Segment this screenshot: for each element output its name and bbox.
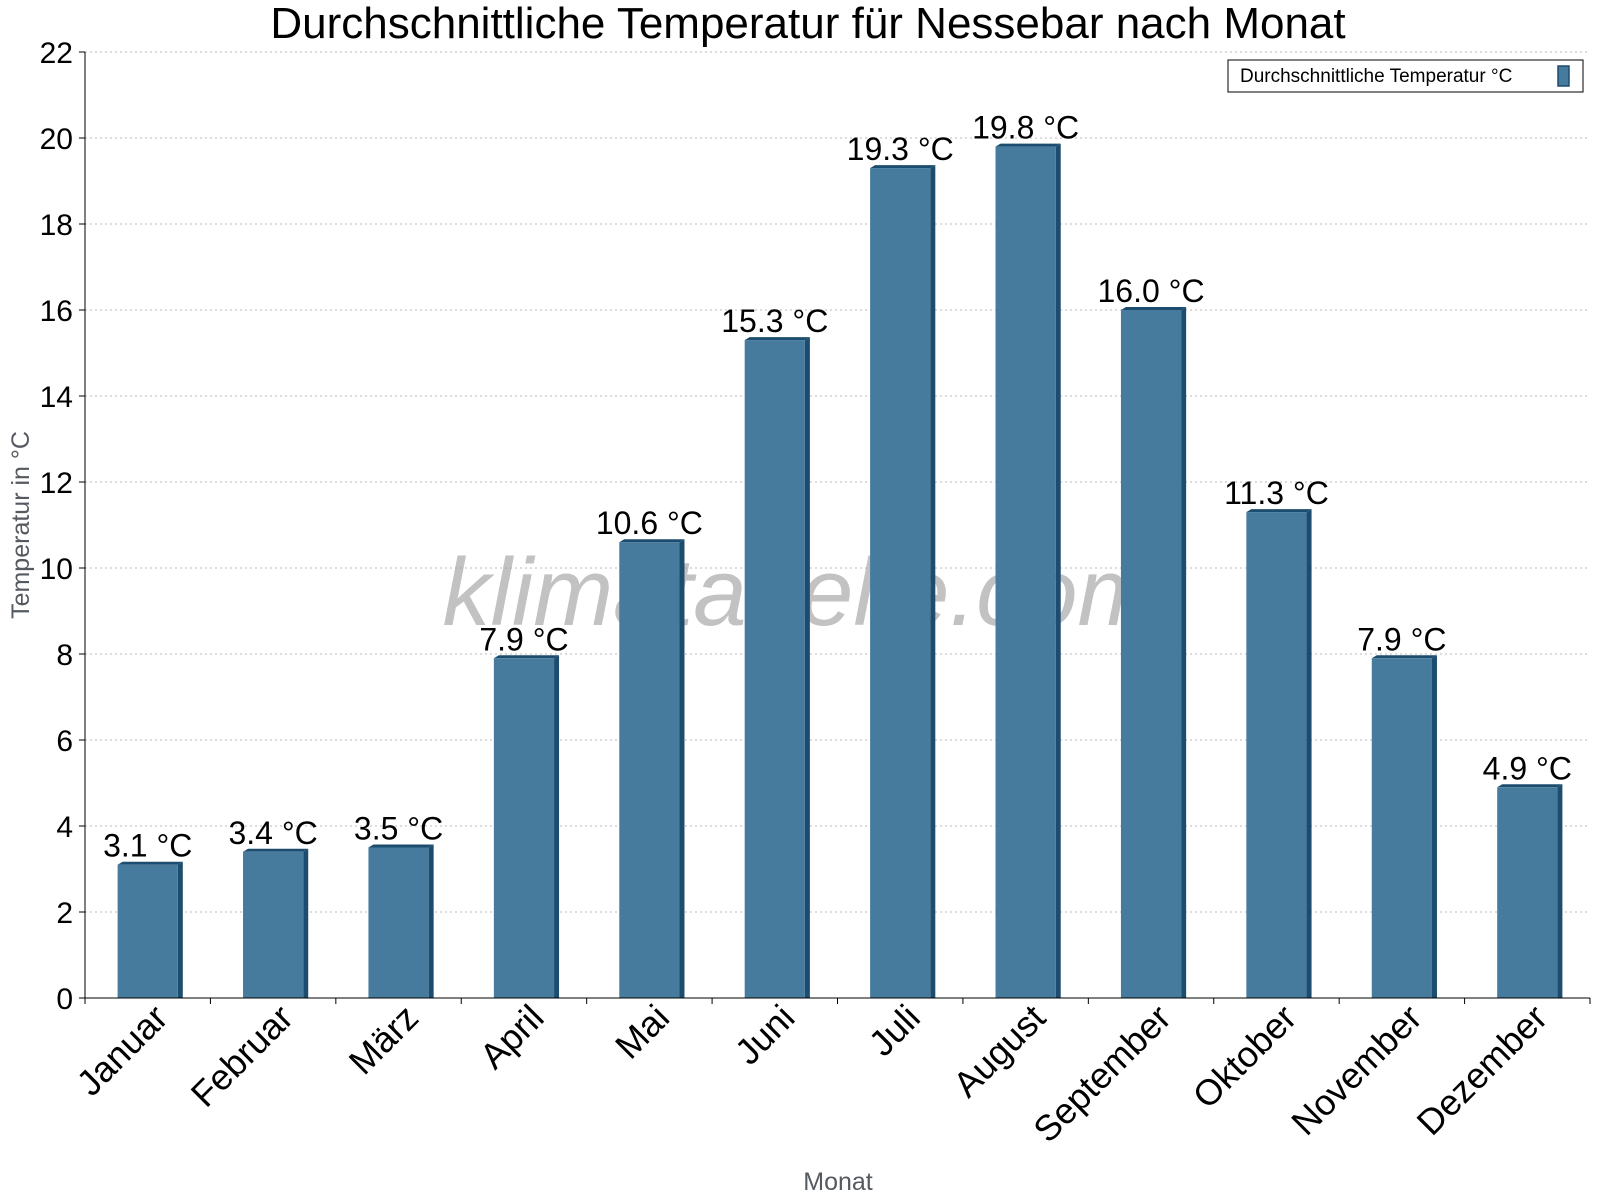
- data-label: 3.1 °C: [103, 828, 192, 864]
- bar-august: [995, 143, 1061, 999]
- y-tick-label: 0: [56, 983, 73, 1016]
- bar-side: [1181, 307, 1187, 998]
- y-tick-label: 8: [56, 639, 73, 672]
- bar-face: [619, 542, 680, 998]
- bar-side: [1306, 509, 1312, 998]
- x-tick-label: Juni: [727, 997, 803, 1073]
- bar-face: [117, 864, 178, 998]
- bar-juni: [744, 337, 810, 999]
- bar-dezember: [1497, 784, 1563, 998]
- bar-top: [243, 848, 309, 852]
- bar-face: [1246, 512, 1307, 998]
- data-label: 19.3 °C: [847, 131, 954, 167]
- bar-side: [1055, 143, 1061, 999]
- bar-face: [870, 168, 931, 999]
- x-tick-label: Januar: [69, 997, 176, 1104]
- bar-top: [995, 143, 1061, 147]
- y-tick-label: 14: [40, 381, 73, 414]
- bar-top: [1497, 784, 1563, 788]
- bar-face: [995, 146, 1056, 999]
- data-label: 11.3 °C: [1224, 475, 1329, 511]
- gridlines: [85, 51, 1590, 913]
- bar-november: [1371, 655, 1437, 998]
- data-label: 7.9 °C: [479, 621, 568, 657]
- legend-swatch: [1557, 65, 1570, 87]
- y-tick-label: 18: [40, 209, 73, 242]
- bar-side: [303, 848, 309, 998]
- x-tick-label: September: [1025, 997, 1179, 1151]
- bar-face: [1371, 658, 1432, 998]
- x-tick-label: April: [472, 997, 552, 1077]
- legend-box: [1227, 59, 1584, 93]
- bar-oktober: [1246, 509, 1312, 998]
- y-axis-ticks: 0 2 4 6 8 10 12 14 16 18 20 22: [40, 37, 85, 1016]
- chart-title: Durchschnittliche Temperatur für Nesseba…: [270, 0, 1345, 48]
- bar-märz: [368, 844, 434, 998]
- bar-side: [428, 844, 434, 998]
- data-labels: 3.1 °C 3.4 °C 3.5 °C 7.9 °C 10.6 °C 15.3 °C 19…: [103, 110, 1572, 864]
- bar-februar: [243, 848, 309, 998]
- y-tick-label: 12: [40, 467, 73, 500]
- bar-side: [804, 337, 810, 999]
- bar-top: [493, 655, 560, 659]
- bar-top: [744, 337, 810, 341]
- x-axis-title: Monat: [803, 1168, 873, 1196]
- y-tick-label: 22: [40, 37, 73, 70]
- data-label: 19.8 °C: [972, 110, 1079, 146]
- bar-face: [1120, 310, 1182, 998]
- data-label: 3.4 °C: [228, 815, 317, 851]
- bar-side: [1431, 655, 1437, 998]
- y-tick-label: 6: [56, 725, 73, 758]
- bar-juli: [870, 165, 936, 999]
- bar-side: [1557, 784, 1563, 998]
- y-axis-title: Temperatur in °C: [7, 431, 35, 619]
- bar-face: [1497, 787, 1558, 998]
- x-axis-ticks: Januar Februar März April Mai Juni Juli AugustS…: [69, 997, 1591, 1151]
- x-tick-label: Juli: [861, 997, 928, 1064]
- bar-januar: [117, 861, 183, 998]
- x-tick-label: Februar: [183, 997, 301, 1115]
- y-tick-label: 2: [56, 897, 73, 930]
- x-tick-label: Mai: [607, 997, 677, 1067]
- y-tick-label: 16: [40, 295, 73, 328]
- legend: Durchschnittliche Temperatur °C: [1227, 59, 1584, 93]
- bar-mai: [619, 539, 685, 998]
- bar-side: [554, 655, 560, 998]
- x-tick-label: Dezember: [1409, 997, 1555, 1143]
- bar-top: [1371, 655, 1437, 659]
- bar-top: [1120, 307, 1187, 310]
- bar-september: [1120, 307, 1187, 998]
- axes: [84, 52, 1590, 999]
- y-tick-label: 10: [40, 553, 73, 586]
- bar-face: [493, 658, 555, 998]
- bar-top: [117, 861, 183, 865]
- data-label: 7.9 °C: [1357, 621, 1446, 657]
- x-tick-label: August: [945, 997, 1053, 1105]
- bar-series: [117, 143, 1563, 999]
- y-tick-label: 4: [56, 811, 73, 844]
- data-label: 10.6 °C: [596, 505, 703, 541]
- bar-april: [493, 655, 560, 998]
- x-tick-label: Oktober: [1185, 997, 1305, 1117]
- bar-top: [619, 539, 685, 543]
- bar-face: [243, 851, 304, 998]
- bar-top: [368, 844, 434, 848]
- data-label: 3.5 °C: [354, 811, 443, 847]
- bar-top: [1246, 509, 1312, 513]
- bar-side: [930, 165, 936, 999]
- x-tick-label: November: [1283, 997, 1429, 1143]
- bar-side: [679, 539, 685, 998]
- y-tick-label: 20: [40, 123, 73, 156]
- data-label: 4.9 °C: [1483, 750, 1572, 786]
- bar-top: [870, 165, 936, 169]
- bar-face: [744, 340, 805, 999]
- bar-face: [368, 847, 429, 998]
- legend-label: Durchschnittliche Temperatur °C: [1240, 66, 1512, 87]
- data-label: 15.3 °C: [721, 303, 828, 339]
- x-tick-label: März: [341, 997, 427, 1083]
- data-label: 16.0 °C: [1098, 273, 1205, 309]
- bar-side: [177, 861, 183, 998]
